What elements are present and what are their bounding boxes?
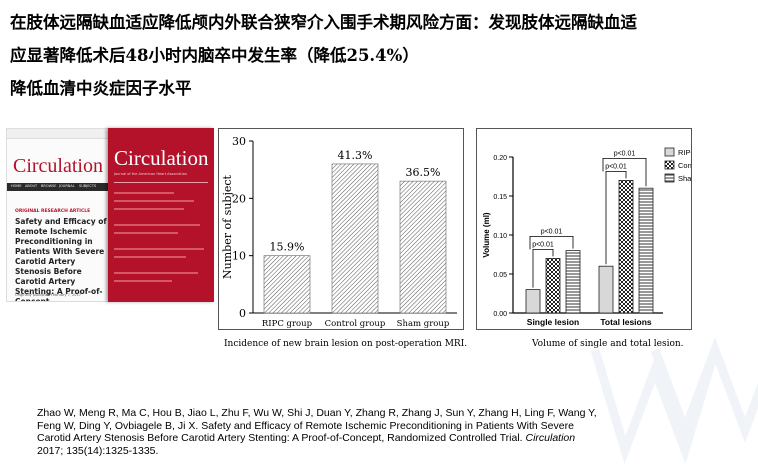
legend-swatch bbox=[664, 160, 675, 170]
journal-covers: Circulation HOME ABOUT BROWSE JOURNAL SU… bbox=[6, 128, 214, 302]
headline-line-2-part-d: 小时内 bbox=[148, 46, 198, 65]
print-cover-text-line bbox=[114, 272, 198, 274]
headline-line-2-part-a: 应显著降低 bbox=[10, 46, 93, 65]
bar bbox=[618, 180, 634, 314]
headline-line-3: 降低血清中炎症因子水平 bbox=[10, 79, 192, 98]
bar bbox=[399, 180, 447, 314]
print-cover-text-line bbox=[114, 224, 200, 226]
headline-line-2-hours: 48 bbox=[125, 46, 149, 65]
x-tick-label: Sham group bbox=[397, 319, 450, 329]
print-cover-text-line bbox=[114, 208, 184, 210]
y-tick-label: 30 bbox=[232, 135, 246, 148]
significance-label: p<0.01 bbox=[541, 228, 563, 235]
x-tick-label: Single lesion bbox=[527, 317, 579, 327]
print-cover-text-line bbox=[114, 256, 186, 258]
incidence-chart-caption: Incidence of new brain lesion on post-op… bbox=[224, 339, 468, 349]
bar bbox=[263, 255, 311, 314]
headline-line-2-part-g: ） bbox=[402, 46, 419, 65]
journal-webpage-cover: Circulation HOME ABOUT BROWSE JOURNAL SU… bbox=[6, 128, 116, 302]
cover-nav-bar: HOME ABOUT BROWSE JOURNAL SUBJECTS bbox=[7, 183, 115, 191]
print-cover-text-line bbox=[114, 192, 174, 194]
headline-line-2-part-e: 脑卒中发生率（降低 bbox=[197, 46, 347, 65]
cover-published-date: Originally published February 7, 2017 bbox=[15, 293, 81, 297]
y-tick-label: 10 bbox=[232, 250, 246, 263]
legend-label: RIPC group bbox=[678, 148, 691, 157]
cover-nav-item-2: BROWSE bbox=[41, 184, 57, 188]
print-cover-masthead: Circulation bbox=[114, 146, 209, 170]
cover-article-title: Safety and Efficacy of Remote Ischemic P… bbox=[15, 217, 107, 302]
reference-volume: 2017; 135(14):1325-1335. bbox=[37, 444, 159, 457]
legend-label: Sham group bbox=[678, 174, 691, 183]
bar bbox=[331, 163, 379, 314]
bar bbox=[638, 187, 654, 314]
y-tick-label: 0.00 bbox=[493, 311, 507, 318]
legend-label: Control group bbox=[678, 161, 691, 170]
incidence-chart-panel: 0 10 20 30 Number of subject 15.9% RIPC group 4… bbox=[218, 128, 464, 330]
cover-nav-item-1: ABOUT bbox=[25, 184, 38, 188]
print-cover-text-line bbox=[114, 280, 172, 282]
y-tick-label: 0.05 bbox=[493, 272, 507, 279]
data-label: 36.5% bbox=[406, 166, 441, 179]
bar bbox=[525, 289, 541, 314]
cover-nav-item-3: JOURNAL bbox=[59, 184, 75, 188]
cover-nav-item-4: SUBJECTS bbox=[79, 184, 97, 188]
print-cover-subtitle: Journal of the American Heart Associatio… bbox=[114, 172, 188, 176]
headline-line-2-percent: 25.4% bbox=[346, 46, 403, 65]
significance-bracket bbox=[602, 158, 647, 187]
x-tick-label: RIPC group bbox=[262, 319, 313, 329]
reference-citation: Zhao W, Meng R, Ma C, Hou B, Jiao L, Zhu… bbox=[37, 407, 597, 457]
volume-chart-panel: 0.00 0.05 0.10 0.15 0.20 Volume (ml) Single le… bbox=[476, 128, 723, 330]
legend-swatch bbox=[664, 173, 675, 183]
bar bbox=[545, 257, 561, 314]
headline: 在肢体远隔缺血适应降低颅内外联合狭窄介入围手术期风险方面：发现肢体远隔缺血适 应… bbox=[10, 6, 755, 105]
y-axis-label: Volume (ml) bbox=[482, 212, 491, 258]
print-cover-text-line bbox=[114, 232, 178, 234]
y-axis-label: Number of subject bbox=[221, 174, 234, 278]
significance-label: p<0.01 bbox=[605, 163, 627, 170]
reference-authors-title: Zhao W, Meng R, Ma C, Hou B, Jiao L, Zhu… bbox=[37, 407, 597, 445]
cover-nav-item-0: HOME bbox=[11, 184, 22, 188]
y-tick-label: 0.20 bbox=[493, 155, 507, 162]
y-tick-label: 0.10 bbox=[493, 233, 507, 240]
y-tick-label: 0.15 bbox=[493, 194, 507, 201]
y-tick-label: 20 bbox=[232, 192, 246, 205]
cover-section-label: ORIGINAL RESEARCH ARTICLE bbox=[15, 209, 91, 214]
y-tick-label: 0 bbox=[239, 307, 246, 320]
bar bbox=[565, 250, 581, 314]
significance-label: p<0.01 bbox=[532, 241, 554, 248]
print-cover-text-line bbox=[114, 200, 194, 202]
bar bbox=[598, 265, 614, 314]
x-tick-label: Control group bbox=[325, 319, 386, 329]
headline-line-2-part-b: 术后 bbox=[92, 46, 126, 65]
journal-print-cover: Circulation Journal of the American Hear… bbox=[108, 128, 214, 302]
watermark-logo bbox=[590, 337, 758, 465]
x-tick-label: Total lesions bbox=[600, 317, 652, 327]
data-label: 41.3% bbox=[338, 149, 373, 162]
headline-line-1: 在肢体远隔缺血适应降低颅内外联合狭窄介入围手术期风险方面：发现肢体远隔缺血适 bbox=[10, 13, 637, 32]
significance-label: p<0.01 bbox=[614, 150, 636, 157]
significance-bracket bbox=[529, 236, 574, 250]
significance-bracket bbox=[532, 249, 554, 288]
legend-swatch bbox=[664, 147, 675, 157]
cover-masthead: Circulation bbox=[13, 155, 103, 177]
cover-top-bar bbox=[7, 129, 115, 139]
data-label: 15.9% bbox=[270, 241, 305, 254]
print-cover-text-line bbox=[114, 248, 204, 250]
print-cover-rule bbox=[114, 182, 208, 183]
significance-bracket bbox=[605, 171, 627, 265]
incidence-bar-chart: 0 10 20 30 Number of subject 15.9% RIPC group 4… bbox=[221, 135, 457, 329]
reference-journal: Circulation bbox=[525, 432, 576, 445]
volume-chart-caption: Volume of single and total lesion. bbox=[532, 339, 684, 349]
headline-line-2: 应显著降低术后48小时内脑卒中发生率（降低25.4%） bbox=[10, 39, 755, 72]
volume-bar-chart: 0.00 0.05 0.10 0.15 0.20 Volume (ml) Single le… bbox=[482, 147, 723, 327]
